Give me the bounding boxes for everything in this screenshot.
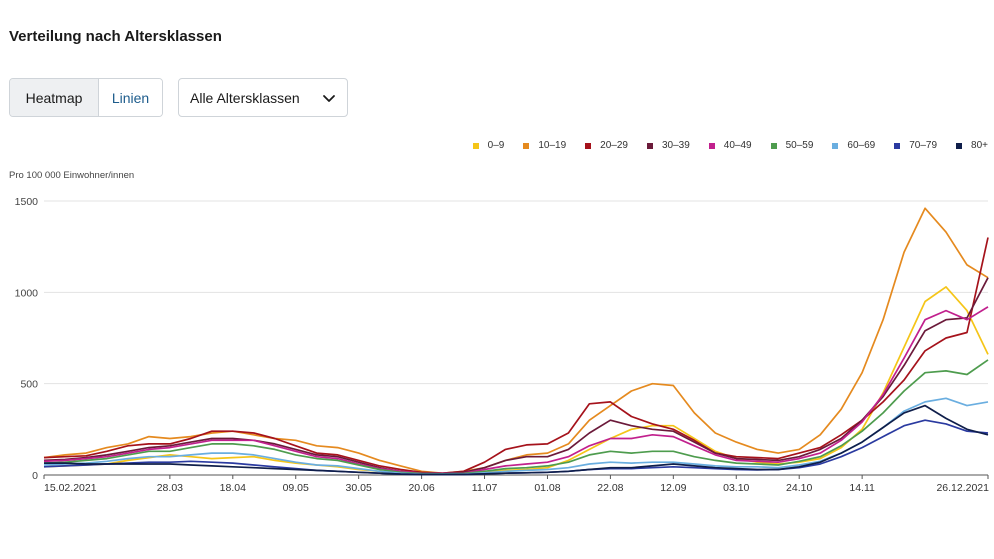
legend-item[interactable]: 40–49: [708, 140, 752, 151]
legend-item[interactable]: 10–19: [523, 140, 566, 151]
legend-label: 20–29: [600, 140, 628, 151]
legend-swatch: [585, 142, 592, 149]
legend-swatch: [523, 142, 530, 149]
legend-item[interactable]: 60–69: [832, 140, 875, 151]
y-tick-label: 1500: [15, 196, 39, 208]
legend-swatch: [832, 142, 839, 149]
x-tick-label: 30.05: [346, 482, 372, 494]
y-tick-label: 1000: [15, 287, 39, 299]
view-toggle: Heatmap Linien: [9, 78, 163, 117]
y-axis-label: Pro 100 000 Einwohner/innen: [9, 170, 135, 181]
legend-label: 70–79: [909, 140, 938, 151]
legend-item[interactable]: 80+: [956, 140, 988, 151]
x-tick-label: 09.05: [283, 482, 309, 494]
x-tick-label: 15.02.2021: [44, 482, 97, 494]
age-class-select[interactable]: Alle Altersklassen: [178, 78, 348, 117]
legend-item[interactable]: 0–9: [472, 140, 505, 151]
lines-tab[interactable]: Linien: [99, 79, 162, 116]
legend-label: 30–39: [661, 140, 690, 151]
page-title: Verteilung nach Altersklassen: [9, 28, 222, 45]
age-class-select-value: Alle Altersklassen: [190, 89, 300, 106]
series-line: [43, 286, 989, 475]
legend-item[interactable]: 50–59: [770, 140, 814, 151]
x-tick-label: 11.07: [472, 482, 498, 494]
x-tick-label: 14.11: [849, 482, 875, 494]
legend-label: 40–49: [723, 140, 752, 151]
x-tick-label: 18.04: [220, 482, 246, 494]
x-tick-label: 24.10: [786, 482, 812, 494]
x-tick-label: 03.10: [723, 482, 749, 494]
series-line: [43, 237, 989, 475]
y-tick-label: 0: [32, 470, 38, 482]
legend-swatch: [956, 142, 963, 149]
chart-legend: 0–9 10–19 20–29 30–39 40–49 50–59 60–69 70–79 80…: [454, 140, 988, 151]
legend-label: 10–19: [538, 140, 567, 151]
legend-swatch: [646, 142, 653, 149]
x-tick-label: 22.08: [597, 482, 623, 494]
legend-swatch: [472, 142, 479, 149]
series-line: [44, 404, 989, 476]
series-line: [43, 277, 989, 475]
legend-label: 0–9: [487, 140, 505, 151]
x-tick-label: 20.06: [408, 482, 434, 494]
legend-label: 50–59: [785, 140, 814, 151]
legend-item[interactable]: 20–29: [585, 140, 628, 151]
legend-swatch: [770, 142, 777, 149]
heatmap-tab[interactable]: Heatmap: [10, 79, 99, 116]
y-tick-label: 500: [20, 379, 38, 391]
legend-label: 80+: [971, 140, 988, 151]
x-tick-label: 26.12.2021: [936, 482, 989, 494]
series-line: [43, 359, 989, 475]
chevron-down-icon: [323, 95, 335, 102]
legend-swatch: [708, 142, 715, 149]
x-tick-label: 12.09: [660, 482, 686, 494]
legend-swatch: [894, 142, 901, 149]
x-tick-label: 28.03: [157, 482, 183, 494]
x-tick-label: 01.08: [534, 482, 560, 494]
line-chart: 0 500 1000 1500 15.02.2021 28.03 18.04 09.05 30.…: [15, 196, 990, 494]
legend-item[interactable]: 30–39: [646, 140, 690, 151]
legend-item[interactable]: 70–79: [894, 140, 937, 151]
legend-label: 60–69: [847, 140, 876, 151]
series-line: [43, 306, 989, 475]
